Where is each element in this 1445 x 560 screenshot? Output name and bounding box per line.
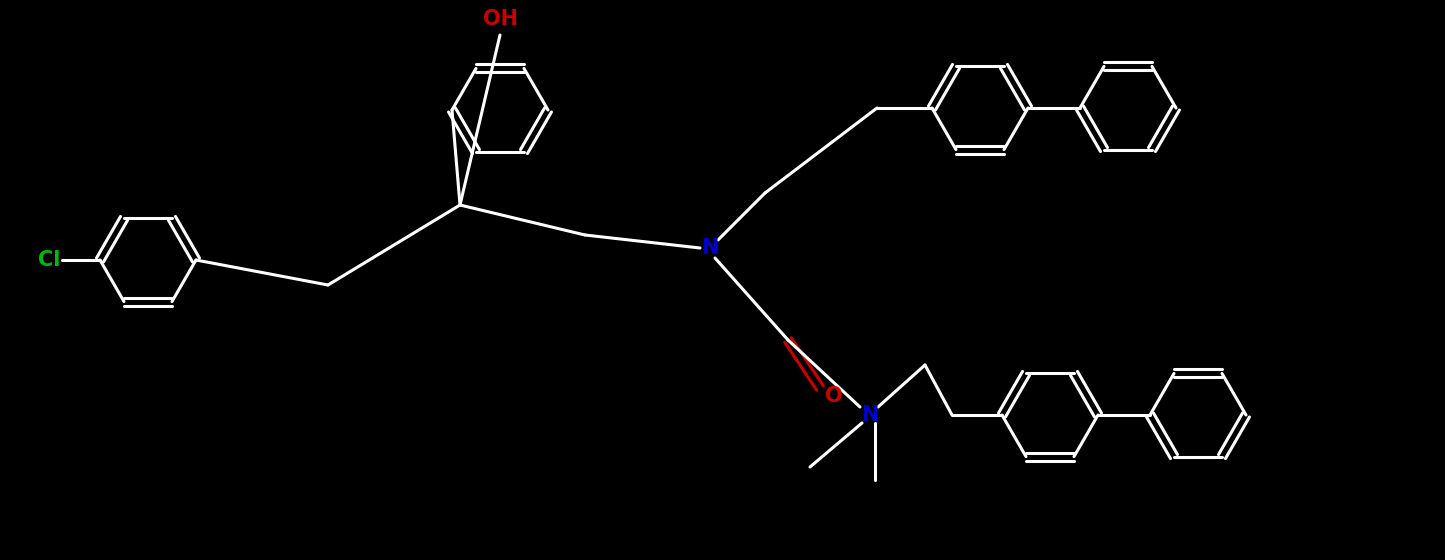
Text: OH: OH	[483, 9, 517, 29]
Text: Cl: Cl	[38, 250, 61, 270]
Text: O: O	[825, 386, 842, 406]
Text: N: N	[861, 405, 879, 425]
Text: N: N	[701, 238, 718, 258]
